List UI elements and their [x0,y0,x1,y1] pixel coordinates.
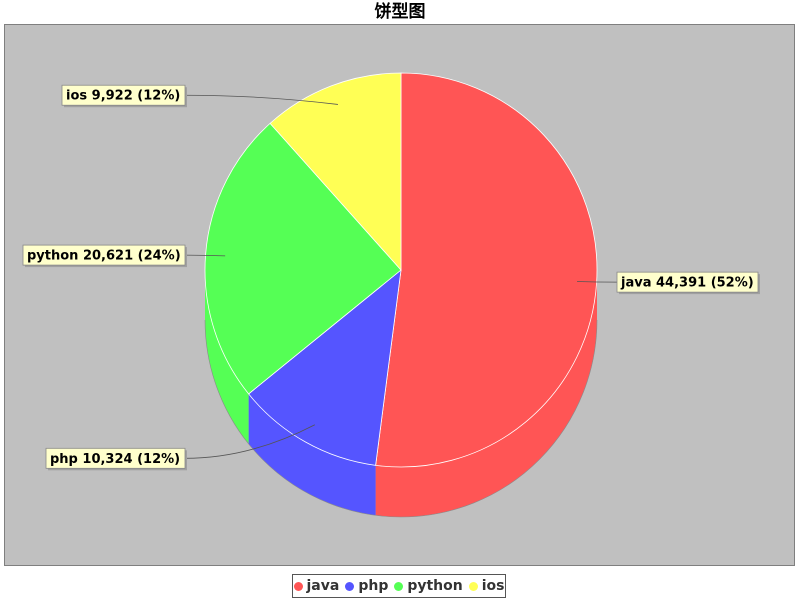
legend-item-python: python [394,578,463,594]
chart-title: 饼型图 [374,2,426,22]
label-text-ios: ios 9,922 (12%) [66,89,180,104]
label-box-python [22,244,186,266]
pie-side-python [205,270,249,444]
legend: java php python ios [292,574,506,598]
legend-item-php: php [345,578,388,594]
label-text-php: php 10,324 (12%) [50,452,180,467]
plot-area: java 44,391 (52%) php 10,324 (12%) python … [4,24,795,566]
legend-label-python: python [407,578,463,594]
legend-label-java: java [306,578,340,594]
pie-slice-php[interactable] [248,269,402,466]
pie-side-java [375,270,597,517]
pie-slice-java[interactable] [375,72,598,468]
legend-swatch-ios [468,581,478,591]
pie-side-walls [204,270,598,518]
legend-swatch-php [345,581,355,591]
legend-swatch-java [293,581,303,591]
pie-slice-python[interactable] [204,122,402,395]
label-leader-ios [184,94,338,105]
pie-chart: java 44,391 (52%) php 10,324 (12%) python … [22,72,760,518]
label-text-java: java 44,391 (52%) [620,276,754,291]
label-leader-java [577,281,618,283]
legend-item-ios: ios [468,578,505,594]
label-leader-python [184,254,226,257]
pie-labels: java 44,391 (52%) php 10,324 (12%) python … [22,84,760,471]
pie-bottom-rim [204,319,598,518]
label-box-java [616,271,759,293]
legend-item-java: java [293,578,340,594]
pie-side-php [248,393,376,516]
label-box-php [45,447,186,469]
pie-slice-ios[interactable] [269,72,402,272]
legend-label-php: php [358,578,389,594]
legend-label-ios: ios [481,578,505,594]
label-text-python: python 20,621 (24%) [27,249,181,264]
label-box-ios [61,84,186,106]
label-leader-php [184,424,316,459]
legend-swatch-python [394,581,404,591]
pie-top-face [204,72,598,468]
